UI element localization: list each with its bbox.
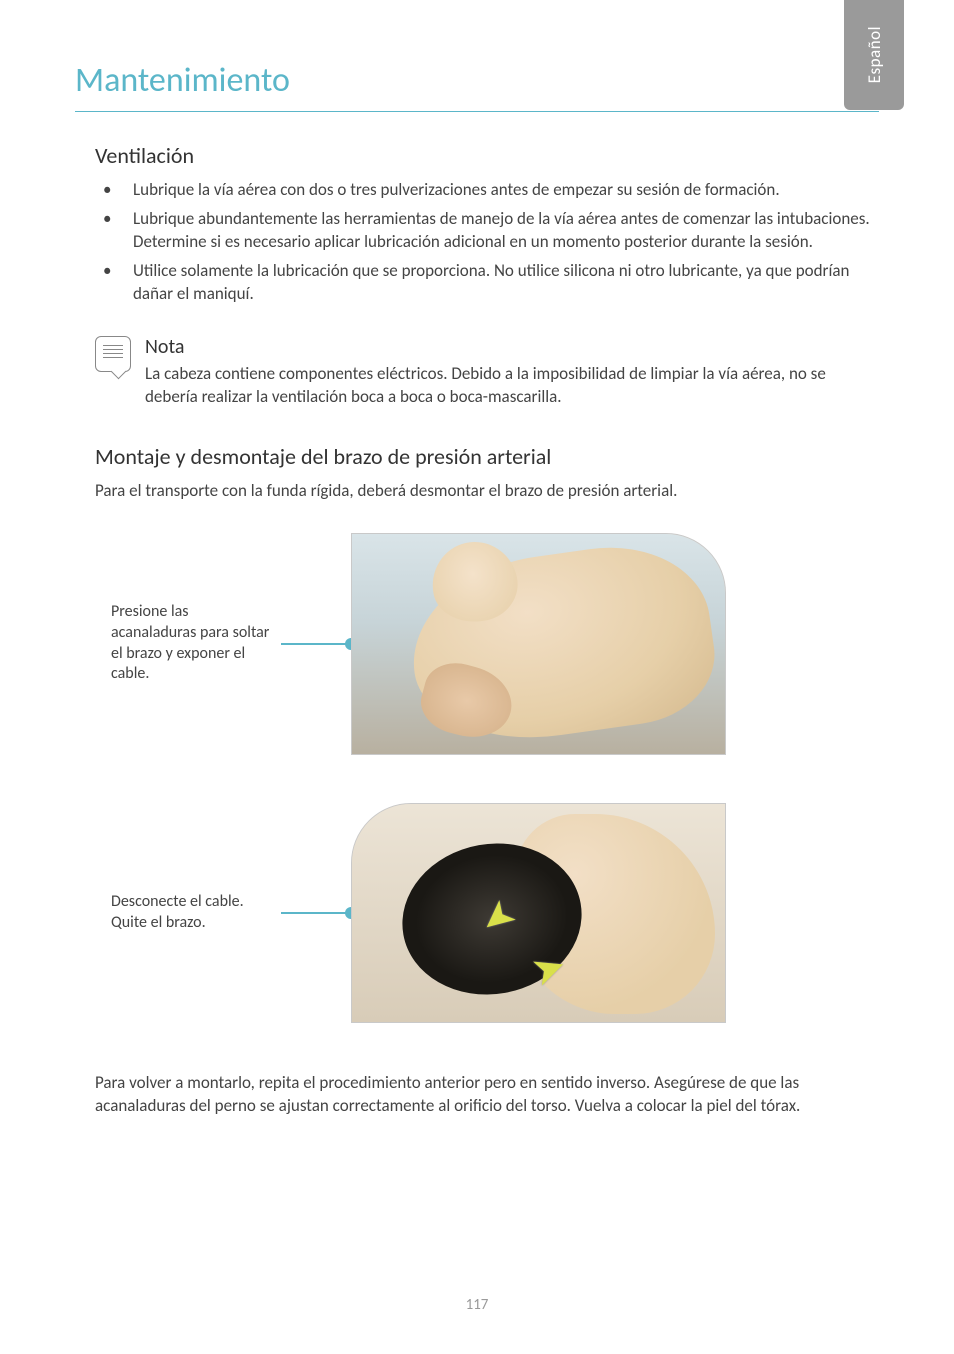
note-title: Nota	[145, 334, 879, 361]
figure2-caption: Desconecte el cable. Quite el brazo.	[111, 892, 281, 934]
language-tab-label: Español	[864, 26, 885, 83]
arm-intro: Para el transporte con la funda rígida, …	[95, 480, 879, 503]
list-item: Utilice solamente la lubricación que se …	[95, 260, 879, 306]
page-number: 117	[0, 1296, 954, 1314]
figure-row-1: Presione las acanaladuras para soltar el…	[95, 533, 879, 755]
content-area: Ventilación Lubrique la vía aérea con do…	[75, 142, 879, 1118]
list-item: Lubrique abundantemente las herramientas…	[95, 208, 879, 254]
page-title: Mantenimiento	[75, 60, 879, 101]
note-text: Nota La cabeza contiene componentes eléc…	[145, 334, 879, 409]
figure2-image: ➤ ➤	[351, 803, 726, 1023]
note-icon	[95, 336, 131, 372]
figure1-caption: Presione las acanaladuras para soltar el…	[111, 602, 281, 685]
note-block: Nota La cabeza contiene componentes eléc…	[95, 334, 879, 409]
pointer-line	[281, 643, 351, 645]
figure-row-2: Desconecte el cable. Quite el brazo. ➤ ➤	[95, 803, 879, 1023]
ventilation-heading: Ventilación	[95, 142, 879, 169]
arm-heading: Montaje y desmontaje del brazo de presió…	[95, 443, 879, 470]
pointer-line	[281, 912, 351, 914]
closing-paragraph: Para volver a montarlo, repita el proced…	[95, 1071, 879, 1119]
title-divider	[75, 111, 879, 112]
note-body: La cabeza contiene componentes eléctrico…	[145, 363, 826, 407]
ventilation-bullet-list: Lubrique la vía aérea con dos o tres pul…	[95, 179, 879, 306]
document-page: Español Mantenimiento Ventilación Lubriq…	[0, 0, 954, 1354]
list-item: Lubrique la vía aérea con dos o tres pul…	[95, 179, 879, 202]
figure1-image	[351, 533, 726, 755]
language-tab: Español	[844, 0, 904, 110]
